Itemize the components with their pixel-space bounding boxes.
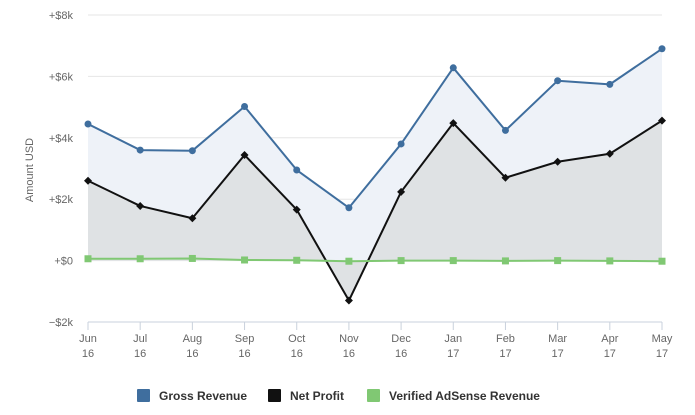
legend-swatch	[137, 389, 150, 402]
x-tick-label: 17	[656, 348, 668, 360]
data-point	[136, 201, 145, 210]
data-point	[84, 176, 92, 185]
x-tick-label: 16	[395, 348, 407, 360]
x-tick-label: Dec	[391, 333, 411, 345]
data-point	[397, 187, 406, 196]
data-point	[554, 77, 562, 85]
data-point	[241, 102, 249, 110]
data-point	[658, 116, 666, 125]
data-point	[554, 257, 562, 265]
data-point	[344, 296, 353, 305]
series-lines	[87, 47, 663, 302]
data-point	[84, 255, 92, 263]
x-tick-label: 16	[186, 348, 198, 360]
legend-label: Net Profit	[290, 389, 344, 403]
x-tick-label: Nov	[339, 333, 359, 345]
x-tick-label: May	[652, 333, 673, 345]
legend-swatch	[367, 389, 380, 402]
data-point	[501, 257, 509, 265]
data-point	[188, 254, 196, 262]
data-point	[84, 120, 92, 128]
x-tick-label: 17	[604, 348, 616, 360]
x-axis	[87, 321, 663, 330]
x-tick-label: Mar	[548, 333, 567, 345]
y-tick-label: −$2k	[49, 317, 74, 329]
data-point	[553, 157, 562, 166]
x-tick-label: 17	[499, 348, 511, 360]
series-area	[88, 120, 662, 301]
y-tick-label: +$4k	[49, 133, 74, 145]
data-point	[188, 147, 196, 155]
x-tick-label: Jul	[133, 333, 147, 345]
legend-label: Verified AdSense Revenue	[389, 389, 540, 403]
x-tick-label: 16	[238, 348, 250, 360]
legend-swatch	[268, 389, 281, 402]
x-tick-label: Jan	[444, 333, 462, 345]
area-fills	[88, 48, 662, 301]
series-line	[87, 119, 663, 302]
series-line	[87, 47, 663, 209]
y-axis-ticks: −$2k +$0 +$2k +$4k +$6k +$8k	[49, 10, 74, 329]
data-point	[606, 257, 614, 265]
series-markers	[84, 45, 666, 305]
data-point	[293, 256, 301, 264]
legend-item[interactable]: Gross Revenue	[137, 389, 247, 403]
x-tick-label: 16	[82, 348, 94, 360]
y-axis-label: Amount USD	[24, 138, 36, 202]
data-point	[605, 149, 614, 158]
legend-item[interactable]: Net Profit	[268, 389, 344, 403]
data-point	[501, 126, 509, 134]
data-point	[449, 119, 458, 128]
data-point	[188, 214, 197, 223]
legend: Gross Revenue Net Profit Verified AdSense …	[137, 389, 540, 403]
data-point	[397, 140, 405, 148]
data-point	[345, 204, 353, 212]
y-tick-label: +$2k	[49, 194, 74, 206]
y-tick-label: +$0	[54, 256, 73, 268]
data-point	[501, 173, 510, 182]
data-point	[606, 80, 614, 88]
x-tick-label: Apr	[601, 333, 618, 345]
data-point	[345, 257, 353, 265]
y-tick-label: +$6k	[49, 71, 74, 83]
data-point	[136, 255, 144, 263]
x-tick-label: 17	[447, 348, 459, 360]
x-tick-label: 16	[343, 348, 355, 360]
data-point	[449, 64, 457, 72]
y-tick-label: +$8k	[49, 10, 74, 22]
data-point	[241, 256, 249, 264]
data-point	[293, 166, 301, 174]
data-point	[292, 205, 301, 214]
data-point	[449, 257, 457, 265]
x-tick-label: Aug	[183, 333, 203, 345]
x-tick-label: Oct	[288, 333, 305, 345]
data-point	[136, 146, 144, 154]
data-point	[397, 257, 405, 265]
x-tick-label: 16	[291, 348, 303, 360]
series-line	[88, 257, 663, 263]
x-tick-label: 16	[134, 348, 146, 360]
x-tick-label: Feb	[496, 333, 515, 345]
x-tick-label: Sep	[235, 333, 255, 345]
x-axis-ticks: Jun 16 Jul 16 Aug 16 Sep 16 Oct 16 Nov 16 Dec 16 Jan 17…	[79, 333, 673, 360]
data-point	[240, 150, 249, 159]
x-tick-label: 17	[552, 348, 564, 360]
x-tick-label: Jun	[79, 333, 97, 345]
data-point	[658, 45, 666, 53]
legend-item[interactable]: Verified AdSense Revenue	[367, 389, 540, 403]
data-point	[658, 257, 666, 265]
legend-label: Gross Revenue	[159, 389, 247, 403]
